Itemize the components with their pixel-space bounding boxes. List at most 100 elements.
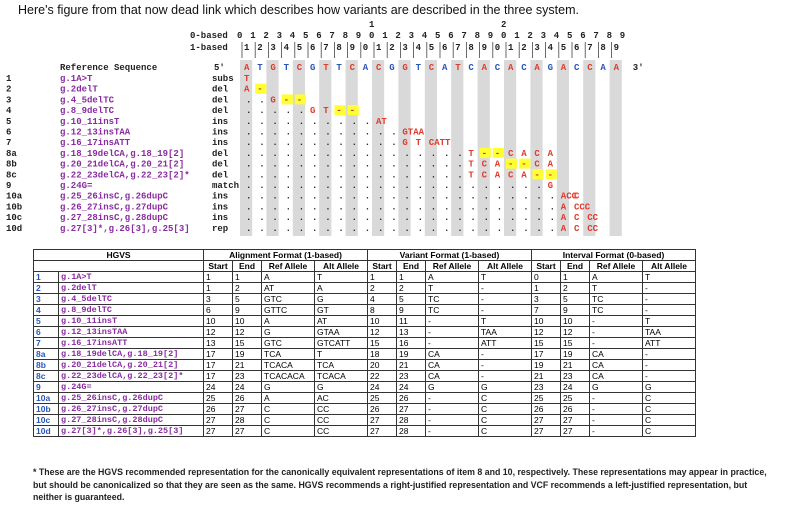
ruler-zero-digit: 4 bbox=[290, 31, 296, 41]
hgvs-header: HGVS bbox=[33, 249, 204, 261]
table-cell: C bbox=[642, 403, 696, 415]
alignment-allele: ACC bbox=[561, 192, 578, 202]
reference-label: Reference Sequence bbox=[60, 63, 157, 73]
table-cell: 3 bbox=[33, 293, 59, 305]
ruler-one-digit: 3 bbox=[402, 43, 407, 53]
ruler-one-digit: 1 bbox=[508, 43, 514, 53]
alignment-dot: . bbox=[431, 170, 436, 180]
table-cell: 9 bbox=[560, 304, 590, 316]
alignment-dot: . bbox=[325, 160, 330, 170]
table-row: 10b g.26_27insC,g.27dupC 26 27 C CC 26 27- C 26 26… bbox=[33, 403, 696, 415]
column-shade bbox=[556, 60, 569, 236]
alignment-dot: . bbox=[272, 192, 277, 202]
alignment-dot: . bbox=[312, 160, 317, 170]
table-cell: g.25_26insC,g.26dupC bbox=[58, 392, 204, 404]
table-cell: g.22_23delCA,g.22_23[2]* bbox=[58, 370, 204, 382]
table-cell: 27 bbox=[531, 414, 561, 426]
alignment-dot: . bbox=[246, 106, 251, 116]
table-cell: 1 bbox=[33, 271, 59, 283]
alignment-dot: . bbox=[299, 106, 304, 116]
gap-mark: - bbox=[534, 170, 539, 180]
alignment-dot: . bbox=[352, 128, 357, 138]
gap-mark: - bbox=[482, 149, 487, 159]
column-header: Alt Allele bbox=[642, 260, 696, 272]
table-cell: TC bbox=[589, 293, 643, 305]
alignment-dot: . bbox=[457, 160, 462, 170]
ruler-one-digit: 6 bbox=[310, 43, 315, 53]
alignment-dot: . bbox=[444, 181, 449, 191]
table-cell: 13 bbox=[396, 326, 426, 338]
ruler-one-digit: 4 bbox=[284, 43, 290, 53]
alignment-dot: . bbox=[259, 192, 264, 202]
alignment-dot: . bbox=[378, 138, 383, 148]
column-header: Ref Allele bbox=[425, 260, 479, 272]
alignment-allele: C bbox=[508, 149, 514, 159]
alignment-dot: . bbox=[272, 128, 277, 138]
table-cell: 5 bbox=[232, 293, 262, 305]
alignment-allele: C bbox=[574, 224, 580, 234]
table-cell: T bbox=[589, 282, 643, 294]
alignment-dot: . bbox=[312, 170, 317, 180]
table-cell: 24 bbox=[367, 381, 397, 393]
table-cell: - bbox=[478, 293, 532, 305]
reference-base: C bbox=[495, 63, 501, 73]
table-cell: - bbox=[425, 337, 479, 349]
ruler-zero-digit: 6 bbox=[316, 31, 321, 41]
alignment-dot: . bbox=[457, 224, 462, 234]
alignment-dot: . bbox=[470, 224, 475, 234]
alignment-dot: . bbox=[365, 117, 370, 127]
alignment-allele: A bbox=[561, 213, 567, 223]
alignment-dot: . bbox=[457, 213, 462, 223]
reference-base: A bbox=[244, 63, 250, 73]
gap-highlight bbox=[532, 169, 544, 180]
alignment-allele: A bbox=[521, 170, 527, 180]
reference-base: G bbox=[548, 63, 553, 73]
table-cell: T bbox=[425, 282, 479, 294]
table-cell: 4 bbox=[33, 304, 59, 316]
alignment-dot: . bbox=[391, 192, 396, 202]
alignment-dot: . bbox=[404, 192, 409, 202]
alignment-dot: . bbox=[246, 170, 251, 180]
gap-mark: - bbox=[284, 95, 289, 105]
ruler-one-digit: 4 bbox=[548, 43, 554, 53]
alignment-dot: . bbox=[259, 224, 264, 234]
alignment-dot: . bbox=[299, 192, 304, 202]
column-shade bbox=[319, 60, 332, 236]
table-row: 3 g.4_5delTC 3 5 GTC G 4 5 TC -3 5 TC - bbox=[33, 293, 696, 305]
ruler-one-digit: 2 bbox=[257, 43, 262, 53]
ruler-one-digit: 8 bbox=[336, 43, 341, 53]
table-cell: A bbox=[261, 271, 315, 283]
alignment-allele: A bbox=[548, 160, 554, 170]
ruler-zero-digit: 4 bbox=[422, 31, 428, 41]
table-cell: 5 bbox=[396, 293, 426, 305]
alignment-allele: AT bbox=[376, 117, 387, 127]
row-number: 10a bbox=[6, 192, 23, 202]
table-cell: 25 bbox=[367, 392, 397, 404]
alignment-dot: . bbox=[457, 170, 462, 180]
ruler-one-digit: 7 bbox=[587, 43, 592, 53]
table-cell: 17 bbox=[203, 348, 233, 360]
row-hgvs: g.26_27insC,g.27dupC bbox=[60, 202, 169, 212]
ruler-zero-digit: 3 bbox=[277, 31, 282, 41]
table-cell: 19 bbox=[232, 348, 262, 360]
table-cell: G bbox=[261, 326, 315, 338]
alignment-dot: . bbox=[470, 202, 475, 212]
ruler-one-digit: 7 bbox=[455, 43, 460, 53]
variant-format-table: HGVS Alignment Format (1-based) Variant Fo… bbox=[33, 249, 696, 437]
row-type: ins bbox=[212, 128, 228, 138]
table-cell: G bbox=[261, 381, 315, 393]
gap-highlight bbox=[281, 94, 293, 105]
ruler-zero-digit: 7 bbox=[593, 31, 598, 41]
alignment-allele: A bbox=[561, 202, 567, 212]
alignment-dot: . bbox=[272, 106, 277, 116]
reference-base: A bbox=[442, 63, 448, 73]
column-header: Alt Allele bbox=[478, 260, 532, 272]
alignment-dot: . bbox=[312, 128, 317, 138]
table-cell: T bbox=[642, 271, 696, 283]
alignment-dot: . bbox=[286, 181, 291, 191]
reference-base: A bbox=[614, 63, 620, 73]
table-cell: 17 bbox=[203, 370, 233, 382]
alignment-dot: . bbox=[365, 138, 370, 148]
alignment-dot: . bbox=[299, 202, 304, 212]
table-cell: 15 bbox=[367, 337, 397, 349]
